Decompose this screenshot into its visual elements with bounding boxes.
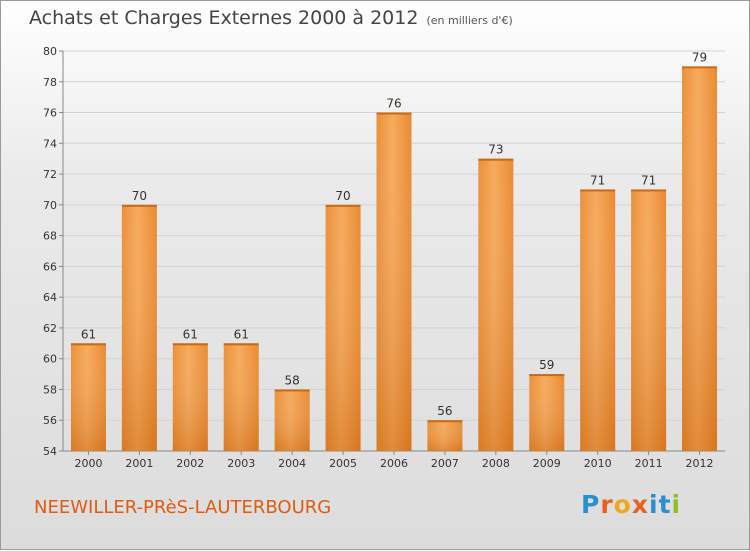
- x-tick-label: 2011: [635, 457, 663, 470]
- data-label: 58: [285, 373, 300, 387]
- data-label: 56: [437, 404, 452, 418]
- bar-shade: [478, 158, 514, 451]
- x-tick-label: 2009: [533, 457, 561, 470]
- x-tick-label: 2010: [584, 457, 612, 470]
- chart-title: Achats et Charges Externes 2000 à 2012 (e…: [29, 7, 513, 29]
- x-tick-label: 2008: [482, 457, 510, 470]
- bar-top-edge: [172, 343, 208, 346]
- bar-shade: [529, 374, 565, 451]
- bar-shade: [172, 343, 208, 451]
- y-tick-label: 56: [43, 414, 57, 427]
- commune-name: NEEWILLER-PRèS-LAUTERBOURG: [34, 497, 332, 518]
- logo-letter: i: [649, 490, 659, 519]
- bar-shade: [223, 343, 259, 451]
- y-tick-label: 64: [43, 291, 57, 304]
- y-tick-label: 76: [43, 107, 57, 120]
- y-tick-label: 54: [43, 445, 57, 458]
- x-tick-label: 2003: [227, 457, 255, 470]
- data-label: 61: [183, 327, 198, 341]
- value-labels: 61 70 61 61 58 70 76 56 73 59 71 71 79: [81, 50, 707, 418]
- data-label: 70: [335, 189, 350, 203]
- x-tick-label: 2006: [380, 457, 408, 470]
- y-tick-label: 74: [43, 137, 57, 150]
- bar-shade: [427, 420, 463, 451]
- data-label: 79: [692, 50, 707, 64]
- y-tick-label: 68: [43, 230, 57, 243]
- y-tick-label: 70: [43, 199, 57, 212]
- y-tick-label: 58: [43, 383, 57, 396]
- x-tick-label: 2012: [686, 457, 714, 470]
- bar-shade: [376, 112, 412, 452]
- data-label: 70: [132, 189, 147, 203]
- chart-subtitle: (en milliers d'€): [426, 14, 513, 27]
- bar-shade: [682, 66, 718, 451]
- bar-shade: [121, 204, 157, 451]
- bar-top-edge: [529, 374, 565, 377]
- y-tick-label: 66: [43, 260, 57, 273]
- bar-top-edge: [580, 189, 616, 192]
- proxiti-logo: Proxiti: [581, 490, 681, 519]
- x-tick-label: 2004: [278, 457, 306, 470]
- bar-top-edge: [70, 343, 106, 346]
- logo-letter: r: [600, 490, 614, 519]
- data-label: 59: [539, 358, 554, 372]
- bar-shade: [325, 204, 361, 451]
- y-tick-label: 72: [43, 168, 57, 181]
- logo-letter: P: [581, 490, 601, 519]
- logo-letter: x: [631, 490, 649, 519]
- chart-title-text: Achats et Charges Externes 2000 à 2012: [29, 7, 419, 29]
- x-tick-label: 2001: [125, 457, 153, 470]
- bar-shade: [631, 189, 667, 451]
- data-label: 71: [641, 173, 656, 187]
- bar-top-edge: [682, 66, 718, 69]
- bar-top-edge: [631, 189, 667, 192]
- data-label: 73: [488, 143, 503, 157]
- data-label: 61: [234, 327, 249, 341]
- bar-shade: [580, 189, 616, 451]
- y-tick-label: 62: [43, 322, 57, 335]
- logo-letter: i: [671, 490, 682, 519]
- bar-top-edge: [325, 204, 361, 207]
- bar-top-edge: [427, 420, 463, 423]
- y-tick-label: 60: [43, 353, 57, 366]
- data-label: 71: [590, 173, 605, 187]
- x-tick-label: 2005: [329, 457, 357, 470]
- bar-top-edge: [223, 343, 259, 346]
- x-tick-label: 2000: [74, 457, 102, 470]
- x-tick-label: 2002: [176, 457, 204, 470]
- x-tick-label: 2007: [431, 457, 459, 470]
- bar-top-edge: [478, 158, 514, 161]
- data-label: 76: [386, 97, 401, 111]
- bar-top-edge: [376, 112, 412, 115]
- logo-letter: t: [658, 490, 672, 519]
- bar-shade: [274, 389, 310, 451]
- y-tick-label: 80: [43, 45, 57, 58]
- data-label: 61: [81, 327, 96, 341]
- bars: [70, 66, 718, 452]
- bar-top-edge: [121, 204, 157, 207]
- logo-letter: o: [613, 490, 632, 519]
- bar-shade: [70, 343, 106, 451]
- bar-top-edge: [274, 389, 310, 392]
- y-tick-label: 78: [43, 76, 57, 89]
